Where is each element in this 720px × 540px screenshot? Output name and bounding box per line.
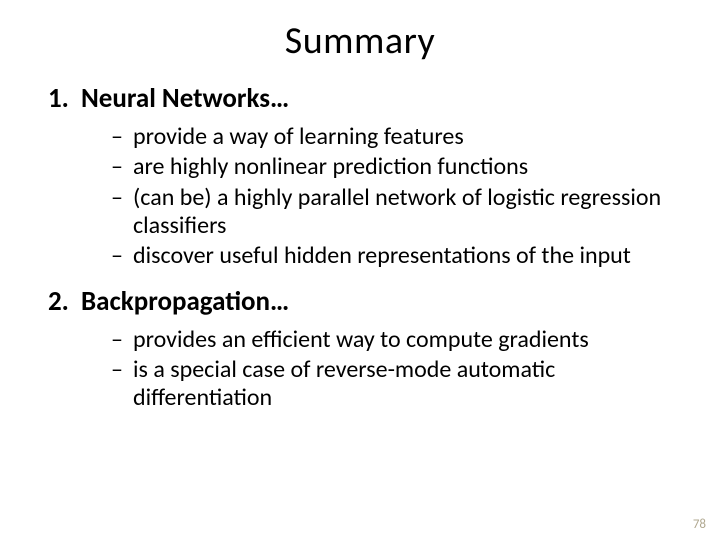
section-1-heading: Neural Networks… xyxy=(81,82,289,115)
section-list: Neural Networks… provide a way of learni… xyxy=(30,82,690,413)
section-2: Backpropagation… provides an efficient w… xyxy=(75,285,690,413)
slide: Summary Neural Networks… provide a way o… xyxy=(0,0,720,540)
list-item: are highly nonlinear prediction function… xyxy=(111,153,690,181)
section-1-bullets: provide a way of learning features are h… xyxy=(81,123,690,271)
section-2-bullets: provides an efficient way to compute gra… xyxy=(81,326,690,413)
list-item: (can be) a highly parallel network of lo… xyxy=(111,184,690,241)
section-2-heading: Backpropagation… xyxy=(81,285,289,318)
section-1: Neural Networks… provide a way of learni… xyxy=(75,82,690,271)
slide-title: Summary xyxy=(30,18,690,64)
page-number: 78 xyxy=(693,517,706,532)
list-item: provides an efficient way to compute gra… xyxy=(111,326,690,354)
list-item: is a special case of reverse-mode automa… xyxy=(111,356,690,413)
list-item: discover useful hidden representations o… xyxy=(111,242,690,270)
list-item: provide a way of learning features xyxy=(111,123,690,151)
